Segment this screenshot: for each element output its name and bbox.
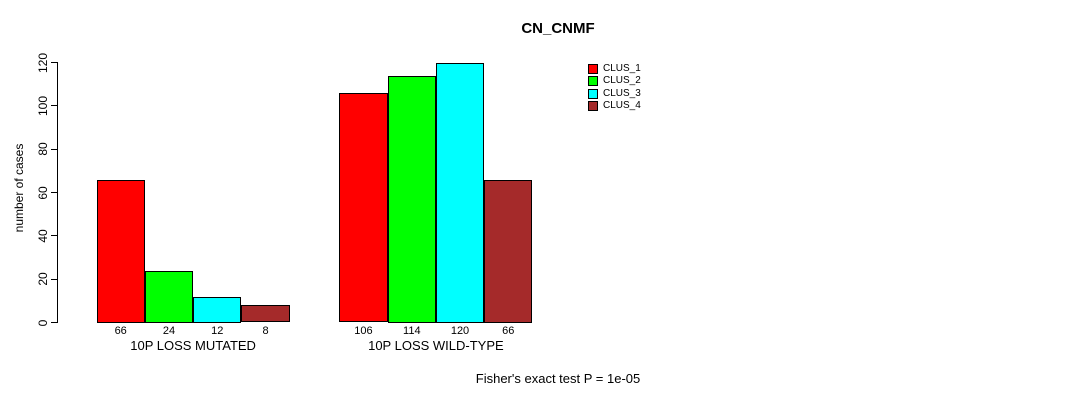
bar-clus_1-group2 (339, 92, 388, 323)
bar-value-label: 66 (502, 325, 515, 337)
bar-clus_3-group2 (435, 62, 485, 323)
legend-item: CLUS_4 (588, 100, 641, 112)
legend-label: CLUS_1 (603, 63, 641, 75)
y-tick (51, 192, 57, 193)
y-tick-label: 20 (36, 272, 50, 286)
bar-value-label: 120 (450, 325, 470, 337)
legend-item: CLUS_2 (588, 75, 641, 87)
bar-value-label: 12 (211, 325, 224, 337)
bar-clus_3-group1 (193, 296, 242, 323)
legend-swatch-icon (588, 88, 598, 99)
y-axis-title: number of cases (12, 143, 26, 233)
bar-clus_2-group2 (387, 75, 436, 323)
bar-value-label: 24 (162, 325, 176, 337)
bar-clus_1-group1 (96, 179, 145, 323)
y-tick-label: 100 (36, 95, 50, 116)
y-tick (51, 105, 57, 107)
y-tick-label: 80 (36, 142, 50, 156)
y-tick-label: 60 (36, 185, 50, 200)
y-tick-label: 120 (36, 52, 50, 73)
fisher-test-annotation: Fisher's exact test P = 1e-05 (475, 371, 641, 386)
y-tick (51, 148, 57, 150)
bar-value-label: 66 (114, 325, 127, 337)
legend-label: CLUS_2 (603, 75, 641, 87)
legend-swatch-icon (588, 76, 598, 87)
bar-value-label: 114 (403, 325, 421, 337)
legend-swatch-icon (588, 101, 598, 112)
y-tick-label: 40 (36, 229, 50, 243)
legend-item: CLUS_1 (588, 63, 641, 75)
bar-clus_4-group1 (241, 305, 290, 323)
bar-clus_2-group1 (144, 270, 194, 323)
legend-item: CLUS_3 (588, 88, 641, 100)
y-tick (51, 322, 57, 323)
y-tick (51, 62, 57, 63)
group-label: 10P LOSS MUTATED (130, 338, 256, 353)
y-tick-label: 0 (36, 319, 50, 326)
bar-value-label: 8 (262, 325, 269, 337)
chart-title: CN_CNMF (521, 20, 595, 37)
bar-value-label: 106 (354, 325, 373, 337)
y-tick (51, 278, 57, 280)
legend-label: CLUS_4 (603, 100, 641, 112)
legend: CLUS_1 CLUS_2 CLUS_3 CLUS_4 (588, 63, 641, 112)
y-tick (51, 235, 57, 237)
bar-clus_4-group2 (484, 179, 533, 323)
legend-swatch-icon (588, 64, 598, 75)
group-label: 10P LOSS WILD-TYPE (368, 338, 504, 353)
y-axis-line (57, 62, 58, 323)
legend-label: CLUS_3 (603, 87, 641, 99)
